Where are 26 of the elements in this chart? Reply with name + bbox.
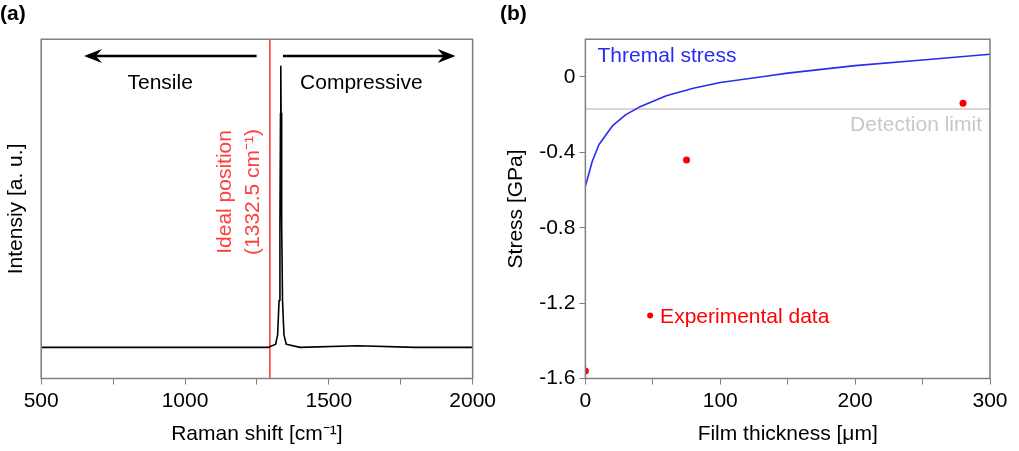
series-label: Thremal stress [597,42,737,66]
chart-title: (b) [500,1,527,25]
point [683,156,691,164]
y-tick-label: 0 [563,63,576,87]
chart-title: (a) [0,1,26,25]
annotation: Tensile [127,70,193,94]
annotation: Compressive [300,70,423,94]
y-tick-label: -1.6 [539,365,576,389]
x-tick-label: 0 [579,388,592,411]
y-tick-label: -0.4 [539,139,576,163]
x-tick-label: 1000 [161,388,209,411]
legend-label: Experimental data [660,304,830,328]
x-tick-label: 2000 [449,388,496,411]
ref-line-label: Ideal position (1332.5 cm⁻¹) [212,128,264,255]
x-tick-label: 100 [702,388,738,411]
x-tick-label: 200 [837,388,873,411]
x-tick-label: 500 [23,388,59,411]
x-axis-title: Film thickness [μm] [697,421,878,445]
y-axis-title: Stress [GPa] [503,149,527,269]
x-tick-label: 300 [972,388,1008,411]
point [959,99,967,107]
y-axis-title: Intensiy [a. u.] [3,143,27,275]
y-tick-label: -0.8 [539,214,576,238]
y-tick-label: -1.2 [539,289,576,313]
x-axis-title: Raman shift [cm⁻¹] [171,421,343,445]
x-tick-label: 1500 [305,388,353,411]
